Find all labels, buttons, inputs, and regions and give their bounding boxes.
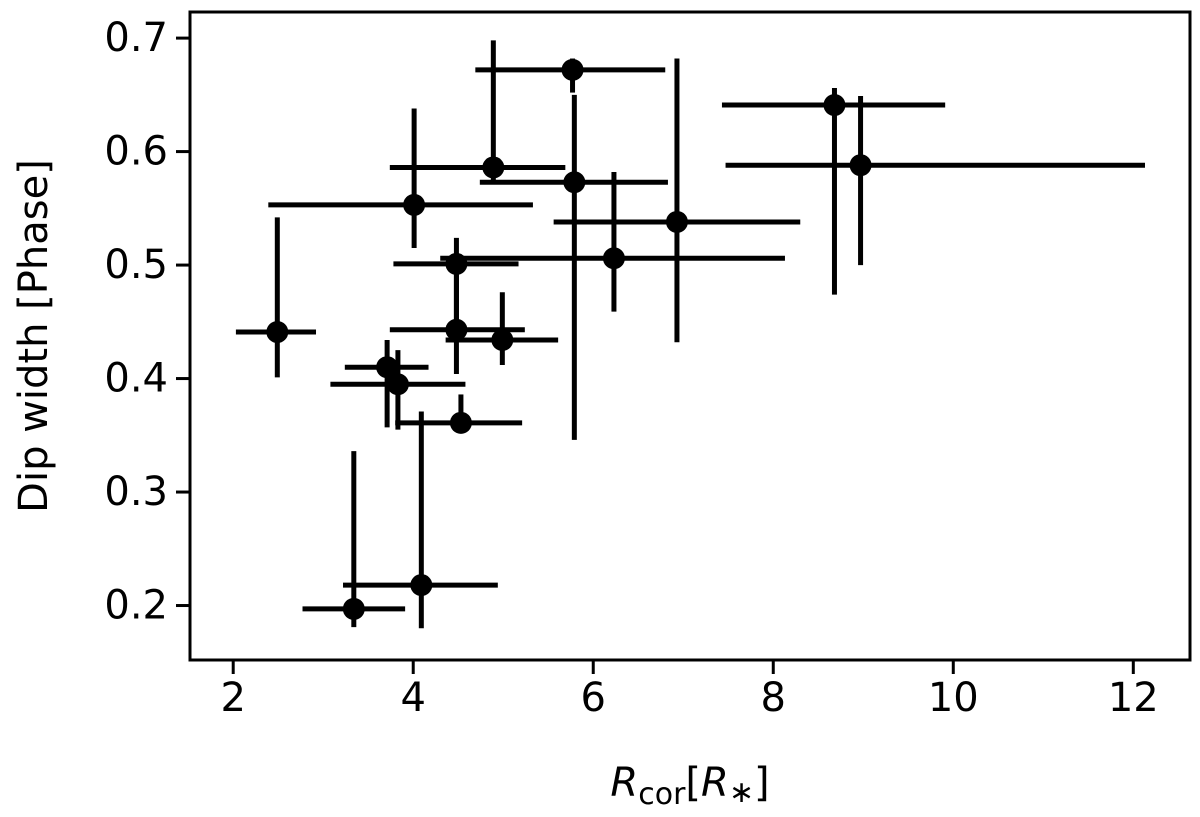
point [342,597,365,620]
point [403,193,426,216]
point [563,171,586,194]
point [491,328,514,351]
x-tick-label: 12 [1108,675,1159,721]
point [602,247,625,270]
x-tick-label: 8 [761,675,786,721]
y-tick-label: 0.2 [104,583,168,629]
point [823,94,846,117]
point [445,318,468,341]
point [376,356,399,379]
point [386,373,409,396]
point [410,574,433,597]
x-tick-label: 4 [400,675,425,721]
x-tick-label: 2 [220,675,245,721]
x-label-part: R [610,760,638,806]
y-tick-label: 0.5 [104,242,168,288]
x-label-part: cor [638,777,686,812]
plot-frame [188,10,1192,662]
x-label-part: [ [685,760,701,806]
x-label-part: R [701,760,729,806]
y-tick-label: 0.7 [104,15,168,61]
point [449,411,472,434]
x-axis-label: Rcor[R∗] [610,760,769,812]
x-tick-label: 10 [928,675,979,721]
point [561,58,584,81]
point [266,321,289,344]
x-label-part: ] [754,760,770,806]
x-tick-label: 6 [581,675,606,721]
point [482,156,505,179]
y-tick-label: 0.6 [104,129,168,175]
point [665,210,688,233]
x-label-part: ∗ [729,775,754,810]
y-tick-label: 0.3 [104,469,168,515]
point [849,154,872,177]
y-tick-label: 0.4 [104,356,168,402]
y-axis-label: Dip width [Phase] [11,159,57,513]
